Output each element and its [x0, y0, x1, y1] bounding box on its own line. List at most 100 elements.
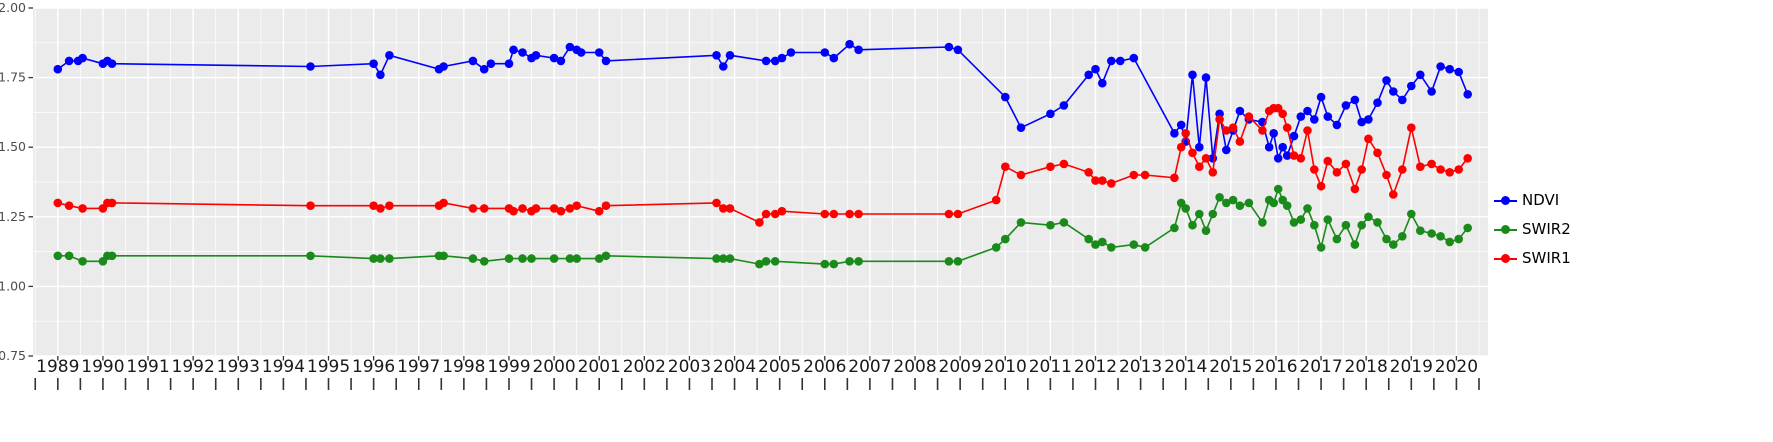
data-point-ndvi [1001, 92, 1010, 102]
data-point-swir1 [385, 201, 394, 210]
data-point-swir1 [1332, 168, 1342, 177]
data-point-swir2 [527, 254, 536, 263]
data-point-swir2 [468, 254, 478, 263]
data-point-ndvi [1129, 53, 1139, 63]
x-axis-tick-label: 2011 [1029, 357, 1072, 377]
x-axis-tick-label: 1997 [397, 357, 440, 377]
data-point-swir2 [1059, 218, 1069, 227]
y-axis-tick-label: 1.00 [0, 278, 26, 293]
data-point-swir1 [1445, 168, 1454, 177]
data-point-swir2 [1323, 215, 1333, 224]
data-point-swir2 [1228, 195, 1238, 205]
y-axis-tick-label: 0.75 [0, 348, 26, 363]
data-point-ndvi [1098, 78, 1107, 88]
data-point-swir1 [1001, 162, 1010, 171]
data-point-ndvi [1427, 87, 1436, 96]
data-point-swir1 [107, 198, 117, 208]
data-point-swir1 [468, 204, 478, 213]
y-axis-tick-label: 1.50 [0, 139, 26, 154]
data-point-swir2 [829, 259, 839, 269]
data-point-swir2 [1170, 223, 1179, 233]
data-point-ndvi [385, 51, 394, 60]
data-point-swir1 [777, 206, 787, 216]
data-point-swir2 [1332, 234, 1342, 244]
data-point-ndvi [1091, 64, 1100, 74]
data-point-swir1 [479, 204, 489, 213]
data-point-ndvi [565, 42, 575, 52]
data-point-swir1 [1098, 176, 1107, 185]
data-point-swir1 [1398, 165, 1407, 174]
data-point-swir2 [1222, 198, 1231, 208]
data-point-ndvi [1364, 115, 1373, 124]
data-point-swir1 [1059, 159, 1069, 169]
data-point-ndvi [777, 53, 787, 63]
legend-item-ndvi: NDVI [1494, 186, 1571, 215]
data-point-swir2 [1357, 220, 1366, 230]
data-point-swir1 [1303, 126, 1312, 135]
data-point-ndvi [953, 45, 963, 55]
data-point-swir1 [712, 198, 721, 208]
data-point-swir2 [107, 251, 117, 261]
data-point-swir1 [1208, 168, 1218, 177]
data-point-swir2 [385, 254, 394, 263]
legend-label-swir1: SWIR1 [1522, 249, 1571, 267]
data-point-swir2 [1195, 209, 1204, 219]
data-point-ndvi [944, 42, 954, 52]
data-point-swir1 [1278, 109, 1287, 119]
data-point-swir2 [504, 254, 514, 263]
data-point-swir1 [1107, 179, 1116, 188]
x-axis-tick-label: 1996 [352, 357, 395, 377]
data-point-ndvi [1046, 109, 1055, 119]
data-point-ndvi [1357, 117, 1366, 127]
legend-point-icon [1501, 254, 1510, 263]
data-point-swir2 [1463, 223, 1472, 233]
data-point-swir2 [1416, 226, 1425, 235]
data-point-swir2 [306, 251, 315, 261]
data-point-ndvi [1278, 142, 1287, 152]
data-point-swir2 [944, 257, 954, 266]
data-point-swir1 [829, 209, 839, 219]
data-point-swir2 [518, 254, 527, 263]
data-point-swir1 [1296, 154, 1306, 163]
x-axis-tick-label: 2005 [758, 357, 801, 377]
data-point-swir1 [1181, 129, 1190, 138]
data-point-swir2 [64, 251, 74, 261]
x-axis-tick-label: 2003 [668, 357, 711, 377]
x-axis-tick-label: 2007 [848, 357, 891, 377]
data-point-swir2 [953, 257, 963, 266]
data-point-swir2 [1289, 218, 1299, 227]
data-point-swir2 [991, 243, 1001, 252]
data-point-swir1 [1463, 154, 1472, 163]
data-point-ndvi [509, 45, 518, 55]
data-point-swir1 [1201, 154, 1211, 163]
data-point-swir1 [820, 209, 830, 219]
y-axis-tick-label: 1.75 [0, 70, 26, 85]
data-point-swir2 [549, 254, 559, 263]
data-point-ndvi [1289, 131, 1299, 141]
x-axis-tick-label: 2004 [713, 357, 756, 377]
data-point-swir1 [1046, 162, 1055, 171]
data-point-ndvi [1116, 56, 1125, 66]
data-point-swir1 [1323, 156, 1333, 166]
data-point-ndvi [1282, 151, 1292, 160]
data-point-swir2 [1046, 220, 1055, 230]
y-axis-tick-label: 1.25 [0, 209, 26, 224]
data-point-ndvi [64, 56, 74, 66]
data-point-swir1 [1389, 190, 1398, 199]
data-point-swir1 [1316, 181, 1326, 191]
data-point-swir1 [1373, 148, 1382, 158]
data-point-swir2 [369, 254, 378, 263]
data-point-swir1 [439, 198, 448, 208]
data-point-ndvi [1195, 142, 1204, 152]
data-point-swir1 [1427, 159, 1436, 169]
data-point-swir2 [1107, 243, 1116, 252]
data-point-ndvi [107, 59, 117, 68]
data-point-swir1 [572, 201, 581, 210]
data-point-swir2 [1310, 220, 1319, 230]
data-point-swir1 [1436, 165, 1445, 174]
data-point-ndvi [1389, 87, 1398, 96]
data-point-swir2 [1350, 240, 1360, 249]
x-axis-tick-label: 1990 [81, 357, 124, 377]
data-point-ndvi [1084, 70, 1093, 80]
